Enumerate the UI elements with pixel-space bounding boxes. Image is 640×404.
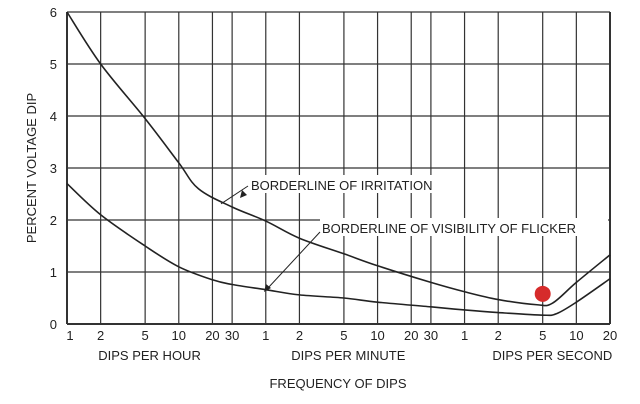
grid: [66, 11, 611, 325]
x-tick-label: 10: [172, 328, 186, 343]
x-tick-label: 1: [66, 328, 73, 343]
x-tick-label: 2: [296, 328, 303, 343]
x-group-label: DIPS PER SECOND: [492, 348, 612, 363]
y-tick-label: 1: [50, 265, 57, 280]
y-axis-label: PERCENT VOLTAGE DIP: [24, 93, 39, 243]
x-axis-label: FREQUENCY OF DIPS: [269, 376, 406, 391]
x-tick-label: 5: [539, 328, 546, 343]
x-tick-label: 1: [461, 328, 468, 343]
y-tick-label: 6: [50, 5, 57, 20]
annotation-background: [320, 218, 608, 236]
y-tick-label: 3: [50, 161, 57, 176]
arrowhead-icon: [240, 190, 247, 198]
y-tick-label: 0: [50, 317, 57, 332]
y-tick-label: 5: [50, 57, 57, 72]
x-group-label: DIPS PER HOUR: [98, 348, 201, 363]
annotation-flicker: BORDERLINE OF VISIBILITY OF FLICKER: [322, 221, 576, 236]
annotation-arrow: [220, 185, 249, 205]
x-tick-label: 2: [495, 328, 502, 343]
x-tick-label: 10: [569, 328, 583, 343]
x-tick-label: 2: [97, 328, 104, 343]
y-tick-label: 2: [50, 213, 57, 228]
curves: [66, 11, 611, 317]
annotation-arrow: [267, 231, 321, 289]
x-tick-label: 20: [404, 328, 418, 343]
x-tick-label: 20: [205, 328, 219, 343]
flicker-visibility-curve: [66, 183, 611, 317]
arrowhead-icon: [264, 284, 271, 292]
y-tick-label: 4: [50, 109, 57, 124]
x-tick-label: 5: [340, 328, 347, 343]
annotations: BORDERLINE OF IRRITATION BORDERLINE OF VI…: [220, 175, 608, 292]
x-tick-label: 20: [603, 328, 617, 343]
x-group-label: DIPS PER MINUTE: [291, 348, 405, 363]
x-tick-label: 5: [142, 328, 149, 343]
annotation-irritation: BORDERLINE OF IRRITATION: [251, 178, 433, 193]
x-tick-label: 30: [424, 328, 438, 343]
x-tick-label: 10: [370, 328, 384, 343]
x-tick-label: 30: [225, 328, 239, 343]
x-tick-label: 1: [262, 328, 269, 343]
annotation-background: [248, 175, 458, 193]
irritation-curve: [66, 11, 611, 307]
highlight-point: [534, 285, 551, 302]
